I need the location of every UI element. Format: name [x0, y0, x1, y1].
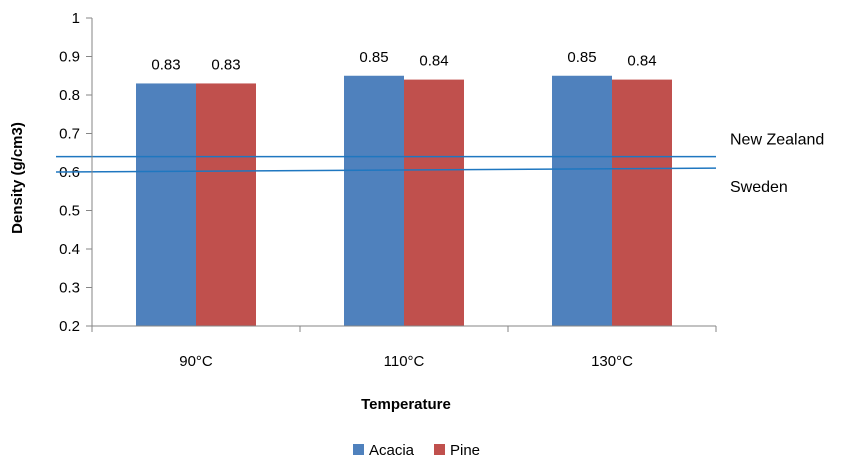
reference-lines: New Zealand Sweden: [55, 132, 824, 196]
ref-label-new-zealand: New Zealand: [730, 132, 824, 149]
bar-pine-2: [612, 79, 672, 326]
data-label: 0.84: [627, 53, 656, 70]
data-label: 0.84: [419, 53, 448, 70]
y-tick-label: 0.5: [59, 203, 80, 220]
y-tick-label: 1: [72, 10, 80, 27]
x-tick-label: 110°C: [384, 353, 425, 370]
bar-acacia-0: [136, 83, 196, 326]
legend-swatch-pine: [434, 444, 445, 455]
bar-acacia-1: [344, 75, 404, 326]
y-tick-label: 0.2: [59, 318, 80, 335]
legend-label-pine: Pine: [450, 442, 480, 459]
y-tick-label: 0.8: [59, 87, 80, 104]
ref-line-sweden: [55, 167, 717, 173]
data-label: 0.83: [211, 56, 240, 73]
data-labels: 0.83 0.85 0.85 0.83 0.84 0.84: [151, 49, 656, 74]
y-tick-label: 0.9: [59, 49, 80, 66]
x-axis-title: Temperature: [361, 396, 451, 413]
bar-pine-0: [196, 83, 256, 326]
data-label: 0.85: [567, 49, 596, 66]
x-axis-ticks: 90°C 110°C 130°C: [91, 326, 717, 370]
legend: Acacia Pine: [353, 442, 480, 459]
y-tick-label: 0.4: [59, 241, 80, 258]
x-tick-label: 130°C: [591, 353, 633, 370]
y-axis-title: Density (g/cm3): [9, 122, 26, 234]
x-tick-label: 90°C: [179, 353, 213, 370]
bar-pine-1: [404, 79, 464, 326]
legend-swatch-acacia: [353, 444, 364, 455]
legend-label-acacia: Acacia: [369, 442, 415, 459]
data-label: 0.85: [359, 49, 388, 66]
bars: [136, 75, 672, 326]
data-label: 0.83: [151, 56, 180, 73]
y-axis-ticks: 0.20.30.40.50.60.70.80.91: [59, 10, 92, 335]
y-tick-label: 0.7: [59, 126, 80, 143]
y-tick-label: 0.3: [59, 280, 80, 297]
ref-label-sweden: Sweden: [730, 179, 788, 196]
bar-acacia-2: [552, 75, 612, 326]
